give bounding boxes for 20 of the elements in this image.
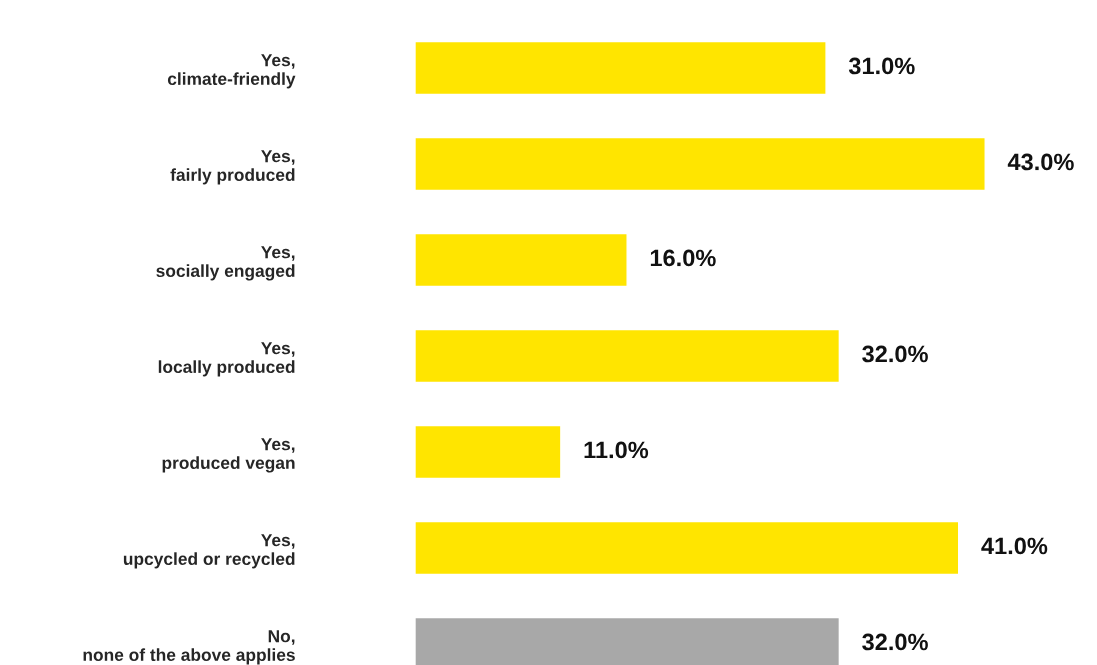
bar (415, 328, 841, 384)
data-label: 11.0% (584, 441, 649, 459)
data-label: 32.0% (862, 633, 928, 651)
bar (415, 232, 628, 288)
y-tick-label: Yes, produced vegan (162, 438, 295, 473)
y-tick-label: Yes, climate-friendly (167, 54, 296, 89)
y-tick-label: Yes, upcycled or recycled (123, 534, 295, 569)
bar (415, 40, 827, 96)
y-tick-label: No, none of the above applies (83, 630, 295, 665)
y-tick-label: Yes, fairly produced (170, 150, 295, 185)
y-tick-label: Yes, locally produced (158, 342, 295, 377)
bar (415, 136, 986, 192)
bar (415, 424, 562, 480)
data-label: 41.0% (981, 537, 1048, 555)
bar (415, 520, 960, 576)
data-label: 32.0% (862, 345, 928, 363)
data-label: 16.0% (650, 249, 716, 267)
data-label: 31.0% (848, 57, 915, 75)
y-tick-label: Yes, socially engaged (156, 246, 295, 281)
data-label: 43.0% (1007, 153, 1074, 171)
